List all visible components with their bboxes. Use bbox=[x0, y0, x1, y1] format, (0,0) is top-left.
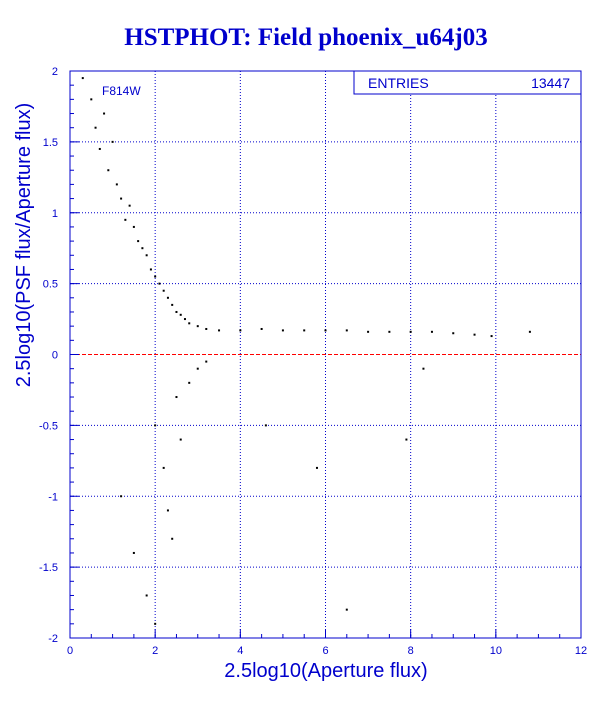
data-point bbox=[132, 551, 135, 554]
y-tick-label: 0 bbox=[52, 350, 58, 362]
data-point bbox=[179, 438, 182, 441]
data-point bbox=[158, 282, 161, 285]
data-point bbox=[409, 330, 412, 333]
data-point bbox=[422, 367, 425, 370]
data-point bbox=[405, 438, 408, 441]
stats-value: 13447 bbox=[531, 75, 570, 91]
data-point bbox=[260, 327, 263, 330]
data-point bbox=[166, 296, 169, 299]
data-point bbox=[388, 330, 391, 333]
y-tick-label: 1 bbox=[52, 208, 58, 220]
data-point bbox=[490, 335, 493, 338]
x-tick-label: 4 bbox=[237, 645, 243, 657]
data-point bbox=[196, 367, 199, 370]
data-point bbox=[124, 218, 127, 221]
x-axis-label: 2.5log10(Aperture flux) bbox=[224, 660, 427, 682]
axis-ticks bbox=[69, 70, 582, 639]
data-point bbox=[98, 147, 101, 150]
y-tick-label: 1.5 bbox=[43, 137, 58, 149]
y-tick-label: -1.5 bbox=[39, 562, 58, 574]
data-point bbox=[188, 381, 191, 384]
data-point bbox=[528, 330, 531, 333]
data-point bbox=[315, 466, 318, 469]
data-point bbox=[90, 98, 93, 101]
x-tick-label: 0 bbox=[67, 645, 73, 657]
data-point bbox=[94, 126, 97, 129]
data-point bbox=[430, 330, 433, 333]
data-point bbox=[154, 424, 157, 427]
data-point bbox=[154, 622, 157, 625]
data-point bbox=[171, 537, 174, 540]
y-axis-label: 2.5log10(PSF flux/Aperture flux) bbox=[13, 103, 35, 388]
data-point bbox=[183, 318, 186, 321]
data-point bbox=[115, 183, 118, 186]
data-point bbox=[281, 329, 284, 332]
data-point bbox=[205, 327, 208, 330]
data-point bbox=[175, 396, 178, 399]
data-point bbox=[149, 268, 152, 271]
data-point bbox=[239, 329, 242, 332]
data-point bbox=[162, 466, 165, 469]
y-tick-label: -1 bbox=[48, 491, 58, 503]
data-point bbox=[128, 204, 131, 207]
data-point bbox=[367, 330, 370, 333]
data-point bbox=[111, 140, 114, 143]
data-point bbox=[345, 608, 348, 611]
data-point bbox=[188, 322, 191, 325]
x-tick-label: 10 bbox=[490, 645, 502, 657]
data-point bbox=[303, 329, 306, 332]
stats-label: ENTRIES bbox=[368, 75, 429, 91]
stats-box bbox=[353, 70, 582, 95]
data-point bbox=[154, 275, 157, 278]
data-point bbox=[103, 112, 106, 115]
data-point bbox=[473, 333, 476, 336]
data-point bbox=[120, 495, 123, 498]
data-point bbox=[179, 313, 182, 316]
x-tick-label: 12 bbox=[575, 645, 587, 657]
data-point bbox=[145, 254, 148, 257]
x-tick-label: 2 bbox=[152, 645, 158, 657]
tick-labels: 0 2 4 6 8 10 12 -2 -1.5 -1 -0.5 0 0.5 1 1.5 2 bbox=[39, 66, 587, 657]
data-point bbox=[166, 509, 169, 512]
data-point bbox=[171, 303, 174, 306]
filter-label: F814W bbox=[102, 84, 141, 98]
data-point bbox=[137, 240, 140, 243]
y-tick-label: -2 bbox=[48, 633, 58, 645]
data-point bbox=[196, 325, 199, 328]
data-point bbox=[81, 77, 84, 80]
data-point bbox=[132, 225, 135, 228]
data-point bbox=[345, 329, 348, 332]
data-point bbox=[452, 332, 455, 335]
y-tick-label: 2 bbox=[52, 66, 58, 78]
data-point bbox=[175, 310, 178, 313]
data-point bbox=[120, 197, 123, 200]
data-point bbox=[264, 424, 267, 427]
data-point bbox=[145, 594, 148, 597]
y-tick-label: -0.5 bbox=[39, 420, 58, 432]
data-points bbox=[81, 77, 531, 625]
data-point bbox=[107, 169, 110, 172]
data-point bbox=[324, 329, 327, 332]
data-point bbox=[218, 329, 221, 332]
chart-title: HSTPHOT: Field phoenix_u64j03 bbox=[124, 24, 488, 51]
x-tick-label: 8 bbox=[408, 645, 414, 657]
y-tick-label: 0.5 bbox=[43, 279, 58, 291]
data-point bbox=[205, 360, 208, 363]
x-tick-label: 6 bbox=[322, 645, 328, 657]
data-point bbox=[162, 289, 165, 292]
data-point bbox=[141, 247, 144, 250]
